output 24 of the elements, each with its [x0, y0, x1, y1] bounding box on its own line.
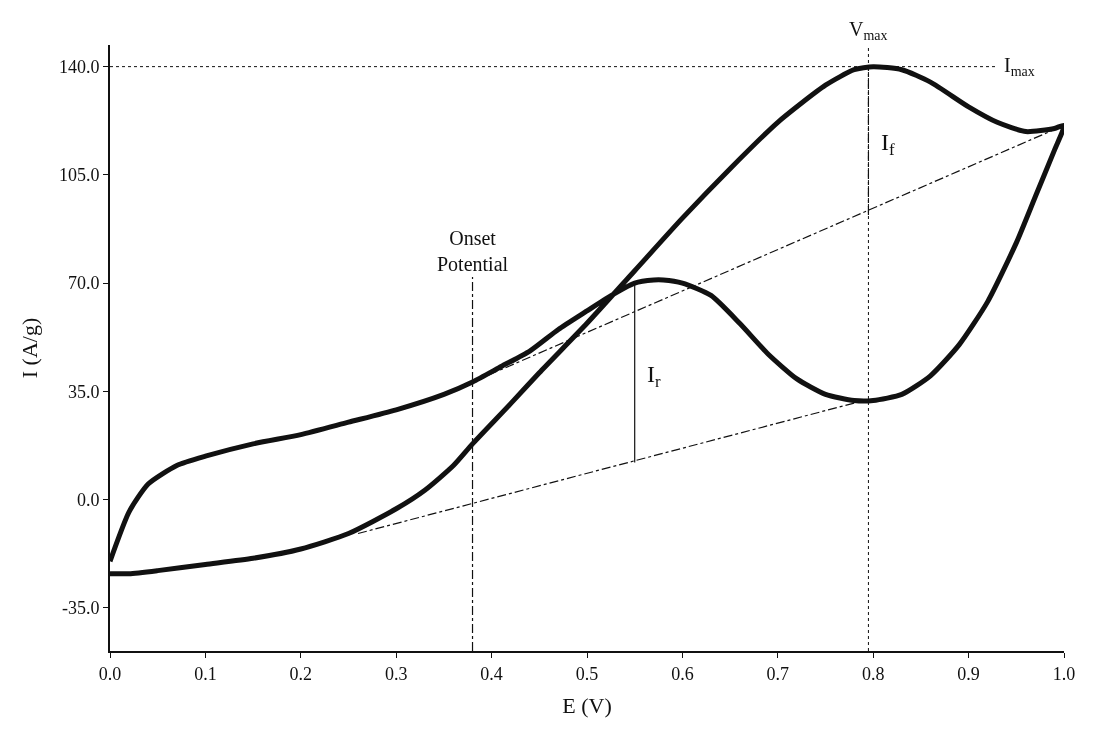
x-tick-label: 0.8: [861, 663, 885, 684]
y-tick-label: 140.0: [58, 56, 100, 77]
x-tick-label: 0.2: [289, 663, 313, 684]
x-tick-label: 0.0: [98, 663, 122, 684]
x-tick-label: 0.7: [766, 663, 790, 684]
annotation: I$_{r}$: [647, 361, 661, 392]
y-tick-label: 0.0: [76, 489, 100, 510]
y-tick-label: 70.0: [67, 273, 100, 294]
x-tick-label: 0.6: [671, 663, 694, 684]
y-tick-label: -35.0: [61, 598, 100, 619]
x-tick-label: 0.1: [194, 663, 217, 684]
x-tick-label: 0.5: [575, 663, 599, 684]
x-axis-title: E (V): [562, 693, 612, 718]
ref-line-label: V$_{max}$: [849, 18, 888, 44]
y-tick-label: 105.0: [58, 165, 100, 186]
y-tick-label: 35.0: [67, 381, 100, 402]
y-axis-title: I (A/g): [17, 317, 43, 379]
x-tick-label: 0.9: [957, 663, 980, 684]
ref-line-label: I$_{max}$: [1004, 54, 1035, 80]
annotation: Onset Potential: [437, 227, 509, 275]
x-tick-label: 0.3: [384, 663, 408, 684]
x-tick-label: 0.4: [480, 663, 503, 684]
annotation: I$_{f}$: [881, 129, 895, 160]
x-tick-label: 1.0: [1052, 663, 1076, 684]
